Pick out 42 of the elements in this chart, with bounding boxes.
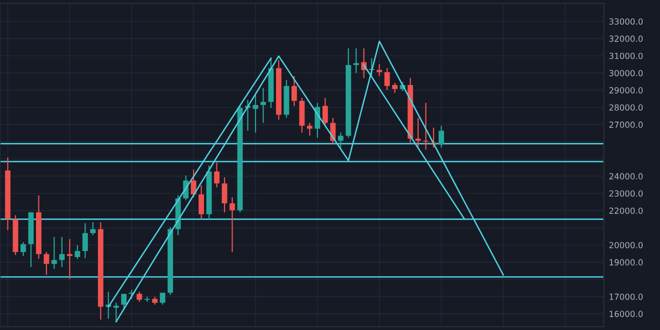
candlestick — [190, 168, 196, 198]
y-tick-label: 20000.0 — [609, 242, 643, 248]
candlestick — [252, 92, 258, 134]
candlestick — [121, 293, 127, 310]
candlestick — [438, 125, 444, 148]
candlestick — [74, 244, 80, 260]
y-tick-label: 31000.0 — [609, 52, 643, 60]
candlestick — [230, 196, 235, 253]
y-tick-label: 23000.0 — [609, 190, 643, 197]
candlestick — [51, 236, 57, 270]
y-tick-label: 28000.0 — [609, 104, 643, 111]
candlestick — [322, 97, 328, 126]
candlestick — [90, 222, 96, 236]
candlestick — [415, 117, 421, 148]
candlestick — [136, 291, 142, 302]
candlestick — [222, 176, 228, 213]
candlestick — [423, 102, 429, 150]
candlestick — [82, 222, 88, 259]
y-tick-label: 16000.0 — [610, 310, 643, 318]
candlestick — [44, 251, 50, 276]
candlestick — [384, 68, 390, 91]
candlestick — [338, 132, 344, 148]
y-tick-label: 27000.0 — [609, 122, 643, 128]
y-tick-label: 17000.0 — [610, 294, 643, 300]
candlestick — [59, 236, 65, 268]
y-tick-label: 29000.0 — [609, 87, 643, 94]
candlestick — [214, 162, 220, 188]
y-tick-label: 19000.0 — [610, 259, 643, 266]
candlestick — [292, 76, 297, 106]
candlestick — [198, 184, 204, 220]
candlestick — [66, 238, 72, 280]
candlestick — [113, 302, 119, 322]
y-tick-label: 30000.0 — [609, 70, 643, 76]
y-tick-label: 32000.0 — [609, 36, 643, 42]
y-tick-label: 22000.0 — [609, 208, 643, 214]
candlestick — [20, 242, 26, 257]
candlestick — [260, 87, 266, 124]
candlestick — [392, 82, 398, 94]
y-tick-label: 24000.0 — [609, 173, 643, 180]
candlestick — [353, 48, 359, 74]
candlestick — [376, 64, 382, 77]
y-tick-label: 33000.0 — [609, 18, 643, 25]
